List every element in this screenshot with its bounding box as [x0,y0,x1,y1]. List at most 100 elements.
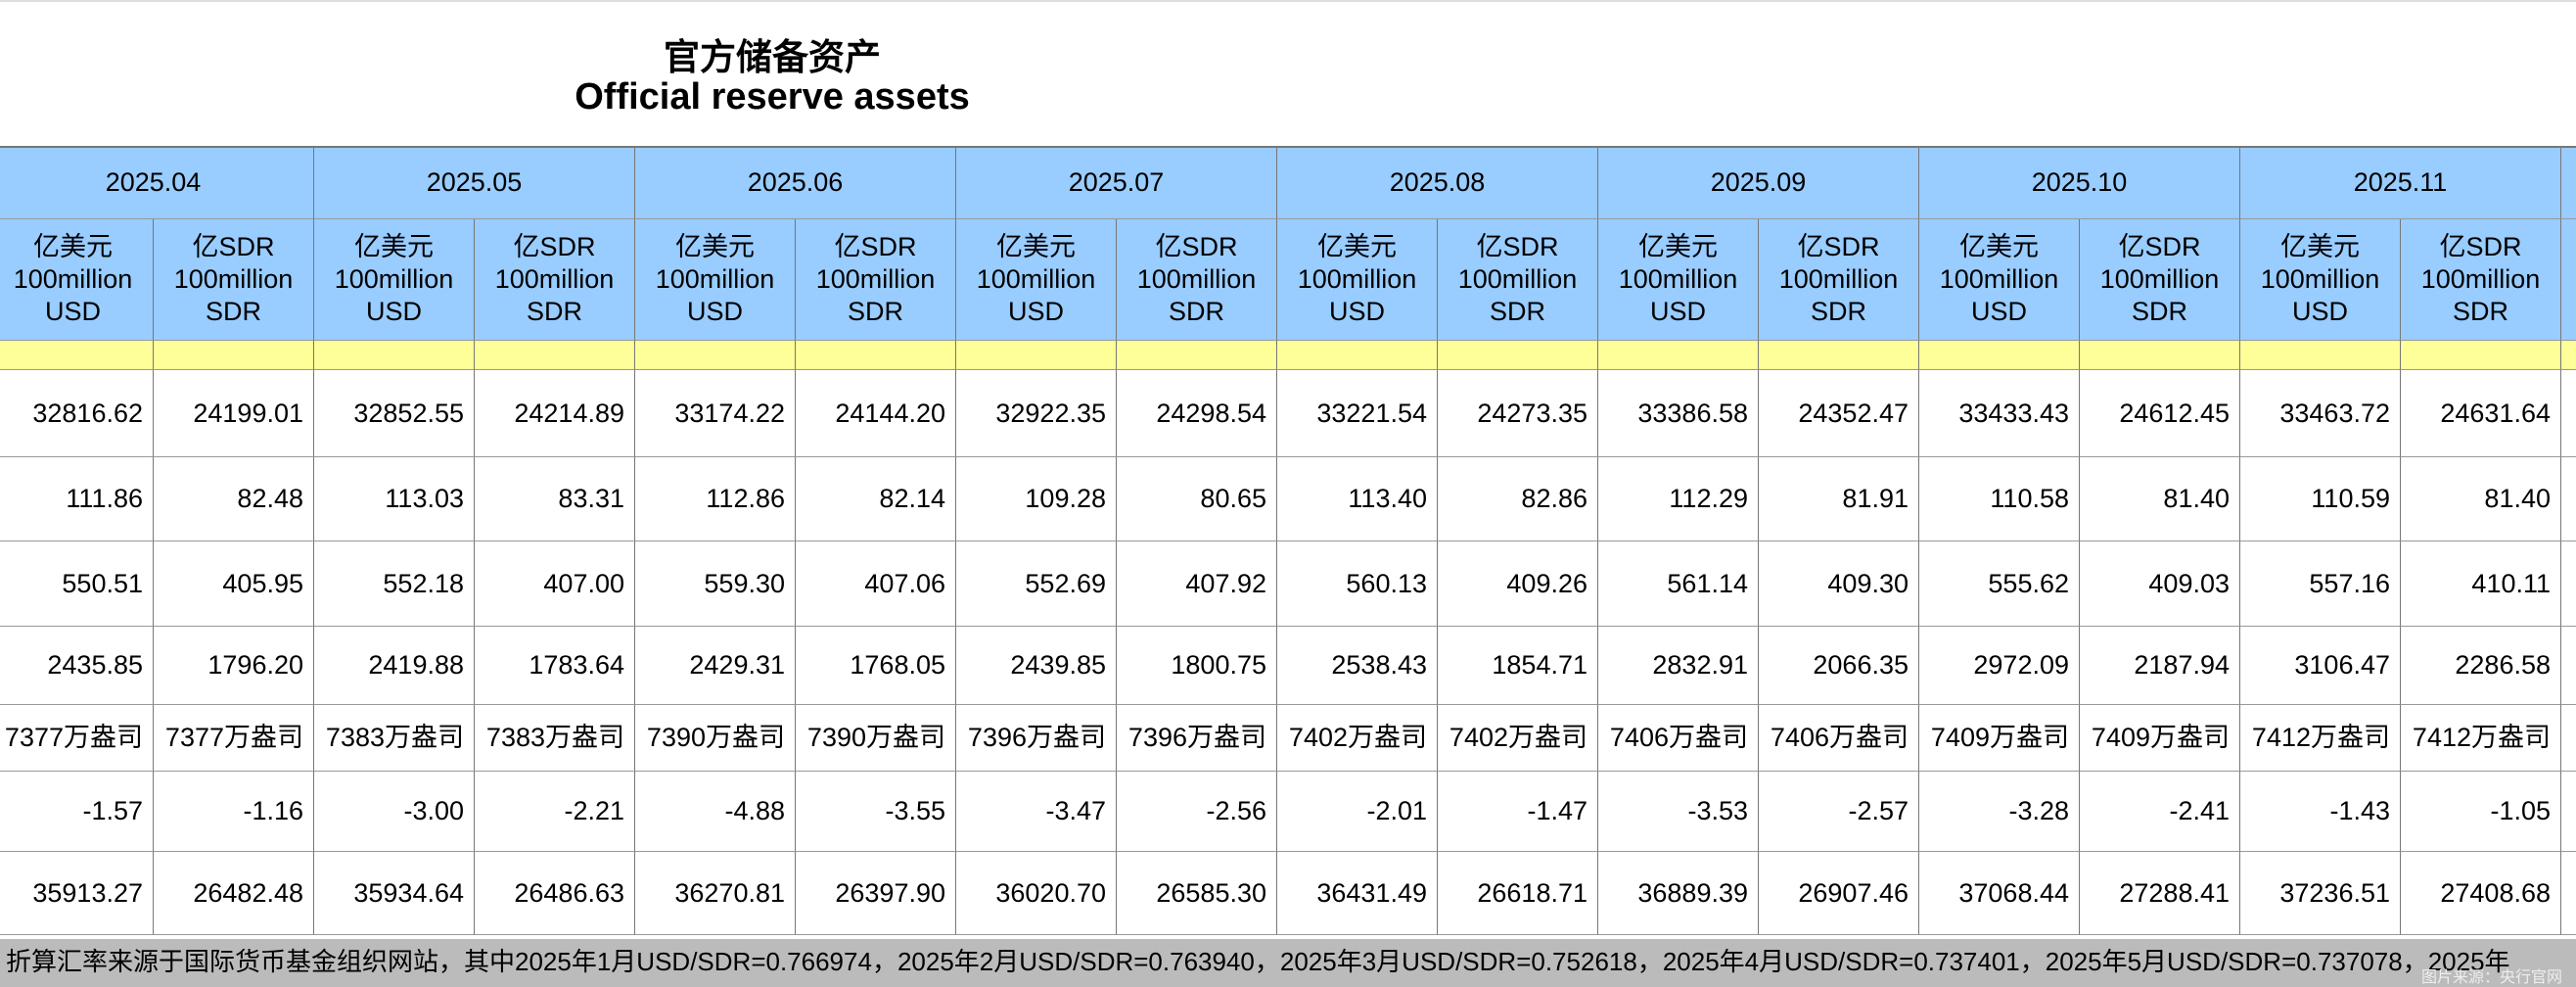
yellow-band [475,341,635,370]
table-top-border [0,146,2576,148]
data-cell: -2.01 [1277,772,1438,852]
unit-header: 亿美元 100million USD [314,219,475,341]
data-cell: 7406万盎司 [1598,705,1759,772]
data-cell: -1.05 [2401,772,2561,852]
data-cell: 24214.89 [475,370,635,457]
data-cell: 26397.90 [796,852,956,935]
data-cell: 82.14 [796,457,956,541]
data-cell: 32922.35 [956,370,1117,457]
data-cell [2561,370,2576,457]
data-cell: -1.43 [2240,772,2401,852]
unit-header: 亿SDR 100million SDR [796,219,956,341]
data-cell: 113.40 [1277,457,1438,541]
month-header: 2025.06 [635,147,956,219]
data-cell: 113.03 [314,457,475,541]
yellow-band [1438,341,1598,370]
data-cell [2561,627,2576,705]
data-cell: 110.59 [2240,457,2401,541]
data-cell: 409.03 [2080,541,2240,627]
data-cell: 26618.71 [1438,852,1598,935]
data-cell: 552.18 [314,541,475,627]
data-cell: 557.16 [2240,541,2401,627]
data-cell: 1783.64 [475,627,635,705]
data-cell: 409.30 [1759,541,1919,627]
data-cell: 37068.44 [1919,852,2080,935]
data-cell: 110.58 [1919,457,2080,541]
data-cell: 35934.64 [314,852,475,935]
data-cell: 561.14 [1598,541,1759,627]
data-cell: 37236.51 [2240,852,2401,935]
data-cell: 550.51 [0,541,154,627]
data-cell: 7412万盎司 [2401,705,2561,772]
data-cell: 32852.55 [314,370,475,457]
data-cell: 7402万盎司 [1277,705,1438,772]
data-cell: -2.57 [1759,772,1919,852]
yellow-band [796,341,956,370]
data-cell: 24144.20 [796,370,956,457]
data-cell [2561,852,2576,935]
data-cell: -3.55 [796,772,956,852]
data-cell: 24631.64 [2401,370,2561,457]
data-cell: 407.92 [1117,541,1277,627]
data-cell: 26907.46 [1759,852,1919,935]
data-cell: 552.69 [956,541,1117,627]
data-cell: 7402万盎司 [1438,705,1598,772]
data-cell: 27288.41 [2080,852,2240,935]
unit-header: 亿SDR 100million SDR [2080,219,2240,341]
footer-band [0,939,2576,987]
yellow-band [2240,341,2401,370]
data-cell: -3.47 [956,772,1117,852]
data-cell: 26482.48 [154,852,314,935]
yellow-band [2401,341,2561,370]
data-cell: 409.26 [1438,541,1598,627]
data-cell: 82.48 [154,457,314,541]
data-cell: 24199.01 [154,370,314,457]
data-cell: -1.16 [154,772,314,852]
unit-header: 亿美元 100million USD [2240,219,2401,341]
title-en: Official reserve assets [575,76,970,118]
data-cell: 36270.81 [635,852,796,935]
data-cell: -3.53 [1598,772,1759,852]
watermark: 图片来源：央行官网 [2420,969,2562,986]
yellow-band [1277,341,1438,370]
month-header: 2025.11 [2240,147,2561,219]
data-cell [2561,772,2576,852]
data-cell: 7390万盎司 [635,705,796,772]
data-cell: 410.11 [2401,541,2561,627]
unit-header: 亿美元 100million USD [1277,219,1438,341]
yellow-band [1117,341,1277,370]
data-cell: 109.28 [956,457,1117,541]
month-header: 2025.05 [314,147,635,219]
data-cell: -2.56 [1117,772,1277,852]
unit-header: 亿美元 100million USD [956,219,1117,341]
data-cell: 7409万盎司 [2080,705,2240,772]
data-cell: 112.29 [1598,457,1759,541]
data-cell: 2286.58 [2401,627,2561,705]
data-cell: 26486.63 [475,852,635,935]
data-cell: 2538.43 [1277,627,1438,705]
data-cell: 7377万盎司 [154,705,314,772]
data-cell: 7396万盎司 [956,705,1117,772]
unit-header [2561,219,2576,341]
footer-note: 折算汇率来源于国际货币基金组织网站，其中2025年1月USD/SDR=0.766… [6,947,2510,976]
data-cell: 33463.72 [2240,370,2401,457]
data-cell: 2439.85 [956,627,1117,705]
data-cell: 2972.09 [1919,627,2080,705]
month-header: 2025.08 [1277,147,1598,219]
data-cell: 7390万盎司 [796,705,956,772]
data-cell: 1854.71 [1438,627,1598,705]
month-header [2561,147,2576,219]
data-cell: 407.06 [796,541,956,627]
data-cell: 7409万盎司 [1919,705,2080,772]
data-cell: 1800.75 [1117,627,1277,705]
data-cell: 112.86 [635,457,796,541]
data-cell [2561,541,2576,627]
data-cell: 111.86 [0,457,154,541]
data-cell: 2429.31 [635,627,796,705]
yellow-band [314,341,475,370]
unit-header: 亿SDR 100million SDR [1759,219,1919,341]
unit-header: 亿美元 100million USD [1919,219,2080,341]
yellow-band [1919,341,2080,370]
data-cell: 32816.62 [0,370,154,457]
